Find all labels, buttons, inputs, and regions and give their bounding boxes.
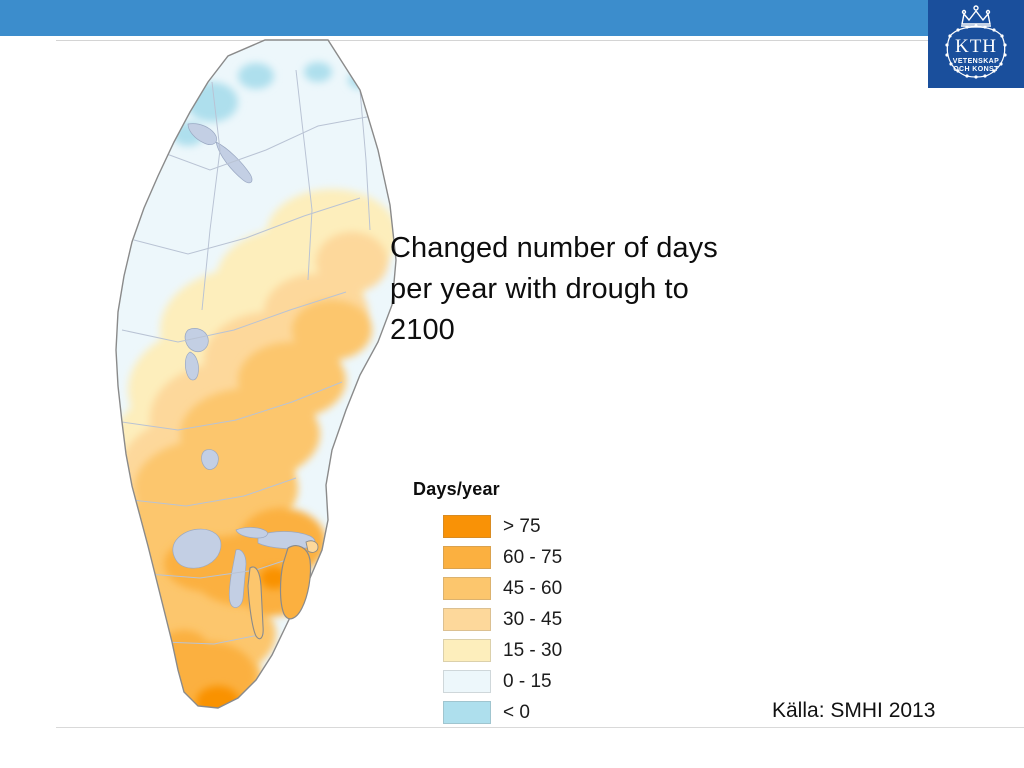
legend-title: Days/year — [413, 479, 500, 499]
slide-title-line-1: Changed number of days — [390, 232, 718, 264]
legend-swatch-0-15 — [443, 670, 491, 693]
slide-title-line-3: 2100 — [390, 314, 455, 346]
kth-motto-line1: VETENSKAP — [953, 58, 999, 65]
legend-item-lt0: < 0 — [413, 697, 633, 728]
legend-swatch-45-60 — [443, 577, 491, 600]
map-lakes — [172, 123, 316, 608]
map-national-border — [115, 39, 397, 709]
legend-label-45-60: 45 - 60 — [503, 577, 563, 599]
legend-swatch-30-45 — [443, 608, 491, 631]
map-island-oland — [247, 566, 264, 640]
legend-label-60-75: 60 - 75 — [503, 546, 563, 568]
legend-item-45-60: 45 - 60 — [413, 573, 633, 604]
legend-label-30-45: 30 - 45 — [503, 608, 563, 630]
source-note: Källa: SMHI 2013 — [772, 699, 936, 722]
legend-swatch-15-30 — [443, 639, 491, 662]
kth-wordmark-text: KTH — [955, 36, 997, 57]
header-divider-rule — [56, 40, 1024, 41]
sweden-drought-map — [60, 30, 420, 730]
legend-swatch-gt75 — [443, 515, 491, 538]
map-graphic — [115, 39, 397, 709]
legend-item-30-45: 30 - 45 — [413, 604, 633, 635]
legend-swatch-60-75 — [443, 546, 491, 569]
kth-logo: KTH VETENSKAP OCH KONST — [928, 0, 1024, 88]
legend-label-0-15: 0 - 15 — [503, 670, 552, 692]
legend-label-gt75: > 75 — [503, 515, 541, 537]
legend-item-60-75: 60 - 75 — [413, 542, 633, 573]
legend-item-15-30: 15 - 30 — [413, 635, 633, 666]
map-district-lines — [121, 69, 373, 645]
map-legend: Days/year > 75 60 - 75 45 - 60 30 - 45 1… — [413, 479, 633, 728]
legend-label-lt0: < 0 — [503, 701, 530, 723]
slide-title-line-2: per year with drough to — [390, 273, 689, 305]
map-choropleth-body — [116, 40, 396, 708]
header-bar — [0, 0, 1024, 36]
legend-item-gt75: > 75 — [413, 511, 633, 542]
legend-label-15-30: 15 - 30 — [503, 639, 563, 661]
footer-divider-rule — [56, 727, 1024, 728]
legend-swatch-lt0 — [443, 701, 491, 724]
legend-item-0-15: 0 - 15 — [413, 666, 633, 697]
slide-title: Changed number of days per year with dro… — [390, 228, 760, 351]
map-island-gotland — [279, 540, 319, 620]
kth-logo-graphic: KTH VETENSKAP OCH KONST — [928, 0, 1024, 88]
kth-motto-line2: OCH KONST — [953, 66, 999, 73]
